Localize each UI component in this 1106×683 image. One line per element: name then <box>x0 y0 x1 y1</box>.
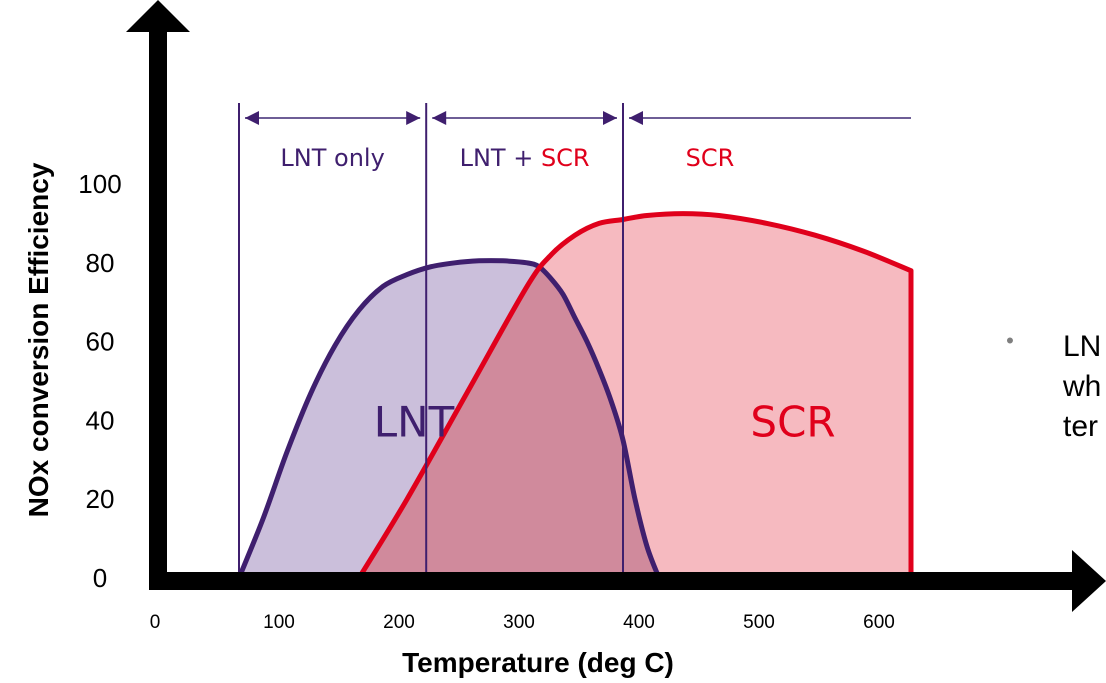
region-arrow-left-0 <box>245 111 259 125</box>
region-markers <box>238 103 911 578</box>
region-arrow-left-1 <box>432 111 447 125</box>
side-note-line: wh <box>1062 370 1101 403</box>
y-tick-label: 20 <box>86 484 115 514</box>
region-arrow-right-0 <box>406 111 421 125</box>
series-curves <box>236 211 914 581</box>
x-axis-arrowhead <box>1072 550 1106 612</box>
x-axis-title: Temperature (deg C) <box>402 647 674 678</box>
scr-area-label: SCR <box>750 397 835 446</box>
x-tick-label: 100 <box>263 612 295 633</box>
x-tick-label: 600 <box>863 612 895 633</box>
region-label-part-0-0: LNT only <box>280 144 384 172</box>
region-label-part-1-1: SCR <box>541 144 590 172</box>
x-tick-label: 300 <box>503 612 535 633</box>
region-arrow-left-2 <box>629 111 643 125</box>
region-arrow-right-1 <box>603 111 617 125</box>
y-tick-label: 0 <box>93 563 107 593</box>
y-axis-arrowhead <box>126 0 190 32</box>
x-tick-label: 0 <box>150 612 161 633</box>
x-axis-bar <box>149 572 1079 590</box>
area-fills <box>239 213 911 578</box>
region-label-part-2-0: SCR <box>686 144 735 172</box>
side-note-bullet: • <box>1006 328 1014 353</box>
lnt-curve <box>236 258 662 581</box>
y-axis-title: NOx conversion Efficiency <box>23 162 54 517</box>
x-tick-label: 400 <box>623 612 655 633</box>
y-tick-label: 100 <box>78 169 121 199</box>
x-tick-labels: 0 100 200 300 400 500 600 <box>150 612 895 633</box>
scr-curve <box>356 211 914 581</box>
lnt-area-label: LNT <box>374 397 455 446</box>
axes <box>126 0 1106 612</box>
x-tick-label: 200 <box>383 612 415 633</box>
y-tick-labels: 0 20 40 60 80 100 <box>78 169 121 593</box>
region-label-1: LNT + SCR <box>460 144 590 172</box>
side-note-line: LN <box>1063 330 1101 363</box>
region-label-2: SCR <box>686 144 735 172</box>
y-tick-label: 40 <box>86 405 115 435</box>
y-axis-bar <box>149 30 167 590</box>
y-tick-label: 60 <box>86 327 115 357</box>
x-tick-label: 500 <box>743 612 775 633</box>
region-label-part-1-0: LNT + <box>460 144 541 172</box>
side-note-line: ter <box>1063 410 1098 443</box>
region-label-0: LNT only <box>280 144 384 172</box>
y-tick-label: 80 <box>86 248 115 278</box>
